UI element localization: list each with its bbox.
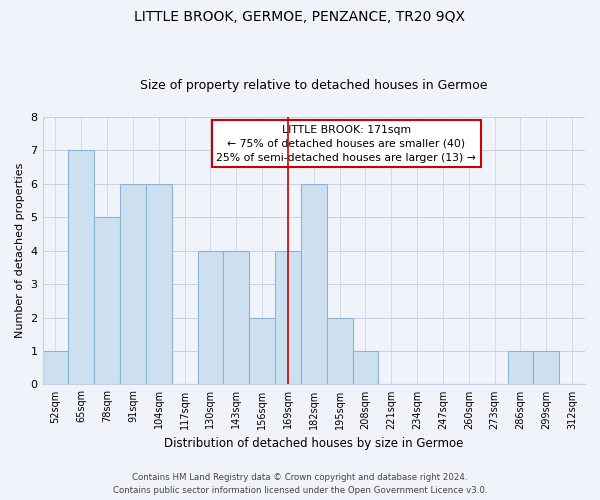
Bar bbox=[533, 351, 559, 384]
Bar bbox=[249, 318, 275, 384]
Bar bbox=[94, 217, 120, 384]
Bar bbox=[197, 250, 223, 384]
Bar bbox=[68, 150, 94, 384]
Bar bbox=[353, 351, 379, 384]
Bar bbox=[223, 250, 249, 384]
Bar bbox=[146, 184, 172, 384]
Bar bbox=[301, 184, 326, 384]
Bar bbox=[508, 351, 533, 384]
Text: LITTLE BROOK, GERMOE, PENZANCE, TR20 9QX: LITTLE BROOK, GERMOE, PENZANCE, TR20 9QX bbox=[134, 10, 466, 24]
Bar bbox=[326, 318, 353, 384]
Text: LITTLE BROOK: 171sqm
← 75% of detached houses are smaller (40)
25% of semi-detac: LITTLE BROOK: 171sqm ← 75% of detached h… bbox=[217, 125, 476, 163]
Bar bbox=[275, 250, 301, 384]
Bar bbox=[43, 351, 68, 384]
Title: Size of property relative to detached houses in Germoe: Size of property relative to detached ho… bbox=[140, 79, 488, 92]
Text: Contains HM Land Registry data © Crown copyright and database right 2024.
Contai: Contains HM Land Registry data © Crown c… bbox=[113, 474, 487, 495]
X-axis label: Distribution of detached houses by size in Germoe: Distribution of detached houses by size … bbox=[164, 437, 463, 450]
Y-axis label: Number of detached properties: Number of detached properties bbox=[15, 163, 25, 338]
Bar bbox=[120, 184, 146, 384]
